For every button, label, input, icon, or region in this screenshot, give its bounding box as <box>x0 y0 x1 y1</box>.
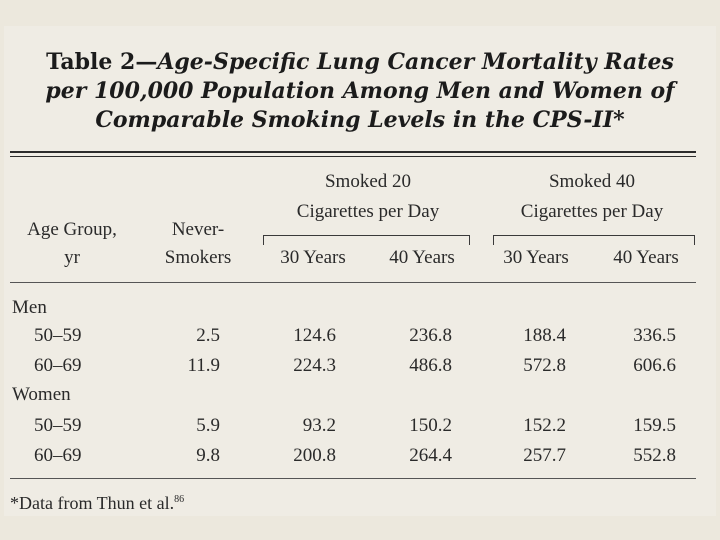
footnote: *Data from Thun et al.86 <box>10 489 184 514</box>
bracket-20 <box>263 235 470 245</box>
header-40-years-a: 40 Years <box>389 247 455 268</box>
title-line-1: Table 2—Age-Specific Lung Cancer Mortali… <box>30 48 690 77</box>
top-rule-thin <box>10 156 696 157</box>
header-30-years-a: 30 Years <box>280 247 346 268</box>
header-30-years-b: 30 Years <box>503 247 569 268</box>
group-label-men: Men <box>12 297 47 318</box>
s20-30-men-60-69: 224.3 <box>293 355 336 376</box>
header-rule <box>10 282 696 283</box>
never-women-60-69: 9.8 <box>196 445 220 466</box>
s20-40-women-50-59: 150.2 <box>409 415 452 436</box>
header-smoked-20: Smoked 20 <box>324 171 412 192</box>
s20-30-women-50-59: 93.2 <box>302 415 336 436</box>
never-men-50-59: 2.5 <box>196 325 220 346</box>
s40-30-women-50-59: 152.2 <box>523 415 566 436</box>
s20-40-men-60-69: 486.8 <box>409 355 452 376</box>
s20-40-women-60-69: 264.4 <box>409 445 452 466</box>
header-40-years-b: 40 Years <box>613 247 679 268</box>
s40-30-women-60-69: 257.7 <box>523 445 566 466</box>
s20-30-men-50-59: 124.6 <box>293 325 336 346</box>
footnote-reference: 86 <box>174 494 185 505</box>
s20-40-men-50-59: 236.8 <box>409 325 452 346</box>
s40-40-men-50-59: 336.5 <box>633 325 676 346</box>
header-cigs-per-day-20: Cigarettes per Day <box>296 201 440 222</box>
header-smokers: Smokers <box>164 247 232 268</box>
age-men-60-69: 60–69 <box>34 355 82 376</box>
table-title: Table 2—Age-Specific Lung Cancer Mortali… <box>30 48 690 135</box>
title-line-2: per 100,000 Population Among Men and Wom… <box>45 78 675 104</box>
age-men-50-59: 50–59 <box>34 325 82 346</box>
s40-40-women-50-59: 159.5 <box>633 415 676 436</box>
footnote-text: *Data from Thun et al. <box>10 493 175 513</box>
s20-30-women-60-69: 200.8 <box>293 445 336 466</box>
title-lead: Table 2— <box>46 49 158 75</box>
header-cigs-per-day-40: Cigarettes per Day <box>520 201 664 222</box>
header-smoked-40: Smoked 40 <box>548 171 636 192</box>
s40-30-men-50-59: 188.4 <box>523 325 566 346</box>
title-line-1-text: Age-Specific Lung Cancer Mortality Rates <box>157 49 674 75</box>
header-never: Never- <box>171 219 225 240</box>
s40-40-women-60-69: 552.8 <box>633 445 676 466</box>
header-age-unit: yr <box>64 247 80 268</box>
never-women-50-59: 5.9 <box>196 415 220 436</box>
bottom-rule <box>10 478 696 479</box>
scanned-table-image <box>4 26 716 516</box>
title-line-3: Comparable Smoking Levels in the CPS-II* <box>95 107 625 133</box>
top-rule-thick <box>10 151 696 153</box>
s40-30-men-60-69: 572.8 <box>523 355 566 376</box>
s40-40-men-60-69: 606.6 <box>633 355 676 376</box>
bracket-40 <box>493 235 695 245</box>
age-women-50-59: 50–59 <box>34 415 82 436</box>
never-men-60-69: 11.9 <box>187 355 220 376</box>
age-women-60-69: 60–69 <box>34 445 82 466</box>
group-label-women: Women <box>12 384 71 405</box>
header-age-group: Age Group, <box>27 219 117 240</box>
